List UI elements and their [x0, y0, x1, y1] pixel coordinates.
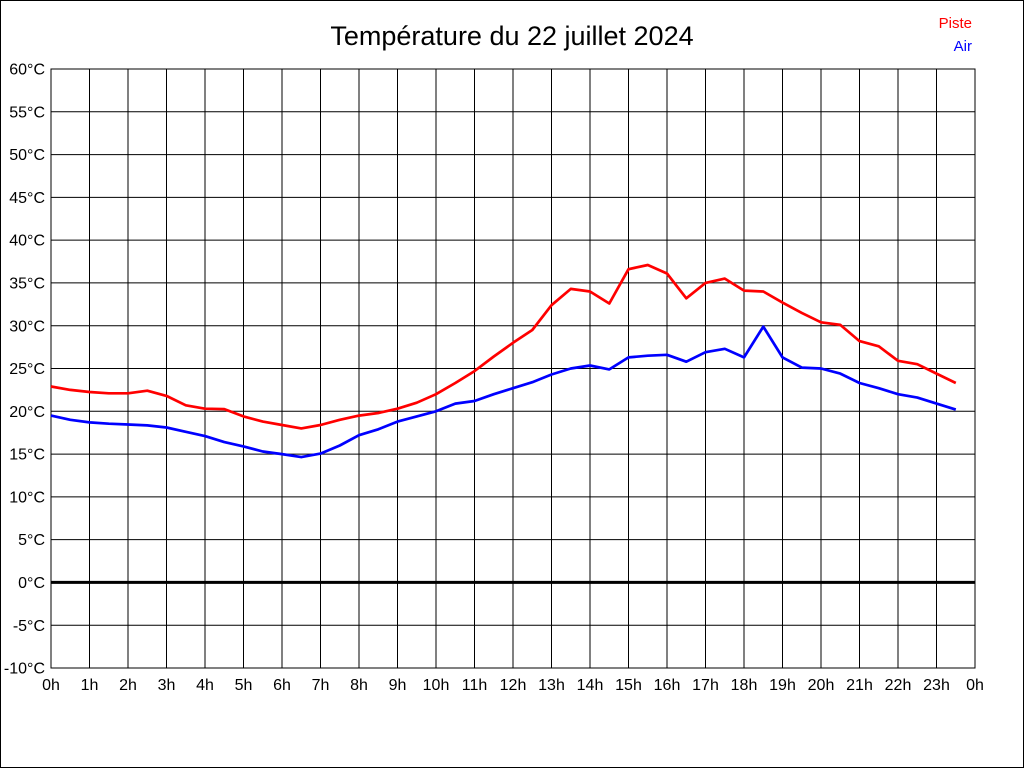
x-tick-label: 8h	[350, 677, 368, 694]
chart-title: Température du 22 juillet 2024	[330, 21, 694, 51]
x-tick-label: 1h	[81, 677, 99, 694]
x-tick-label: 4h	[196, 677, 214, 694]
x-tick-label: 19h	[769, 677, 796, 694]
plot-border	[50, 68, 976, 669]
x-tick-label: 13h	[538, 677, 565, 694]
x-tick-label: 22h	[885, 677, 912, 694]
x-tick-label: 0h	[966, 677, 984, 694]
x-tick-label: 16h	[654, 677, 681, 694]
legend-item: Air	[953, 38, 972, 55]
y-tick-label: 60°C	[9, 62, 45, 79]
y-tick-label: -10°C	[4, 661, 45, 678]
y-tick-label: 0°C	[18, 575, 45, 592]
x-tick-label: 15h	[615, 677, 642, 694]
x-tick-label: 23h	[923, 677, 950, 694]
x-tick-label: 0h	[42, 677, 60, 694]
y-tick-label: -5°C	[13, 618, 45, 635]
legend-item: Piste	[938, 15, 972, 32]
y-tick-label: 55°C	[9, 104, 45, 121]
series-line-piste	[50, 263, 957, 430]
x-tick-label: 9h	[389, 677, 407, 694]
y-tick-label: 35°C	[9, 276, 45, 293]
y-tick-label: 40°C	[9, 233, 45, 250]
y-tick-label: 10°C	[9, 489, 45, 506]
x-tick-label: 20h	[808, 677, 835, 694]
x-tick-label: 7h	[312, 677, 330, 694]
y-tick-label: 45°C	[9, 190, 45, 207]
y-tick-label: 25°C	[9, 361, 45, 378]
chart-legend: Piste Air	[939, 12, 972, 58]
y-tick-label: 15°C	[9, 447, 45, 464]
y-tick-label: 50°C	[9, 147, 45, 164]
x-tick-label: 2h	[119, 677, 137, 694]
x-tick-label: 17h	[692, 677, 719, 694]
x-tick-label: 3h	[158, 677, 176, 694]
series-line-air	[50, 325, 957, 459]
x-tick-label: 12h	[500, 677, 527, 694]
x-tick-label: 14h	[577, 677, 604, 694]
y-tick-label: 20°C	[9, 404, 45, 421]
x-tick-label: 21h	[846, 677, 873, 694]
x-tick-label: 6h	[273, 677, 291, 694]
x-tick-label: 10h	[423, 677, 450, 694]
x-tick-label: 11h	[462, 677, 488, 694]
y-tick-label: 5°C	[18, 532, 45, 549]
x-tick-label: 5h	[235, 677, 253, 694]
x-tick-label: 18h	[731, 677, 758, 694]
y-tick-label: 30°C	[9, 318, 45, 335]
